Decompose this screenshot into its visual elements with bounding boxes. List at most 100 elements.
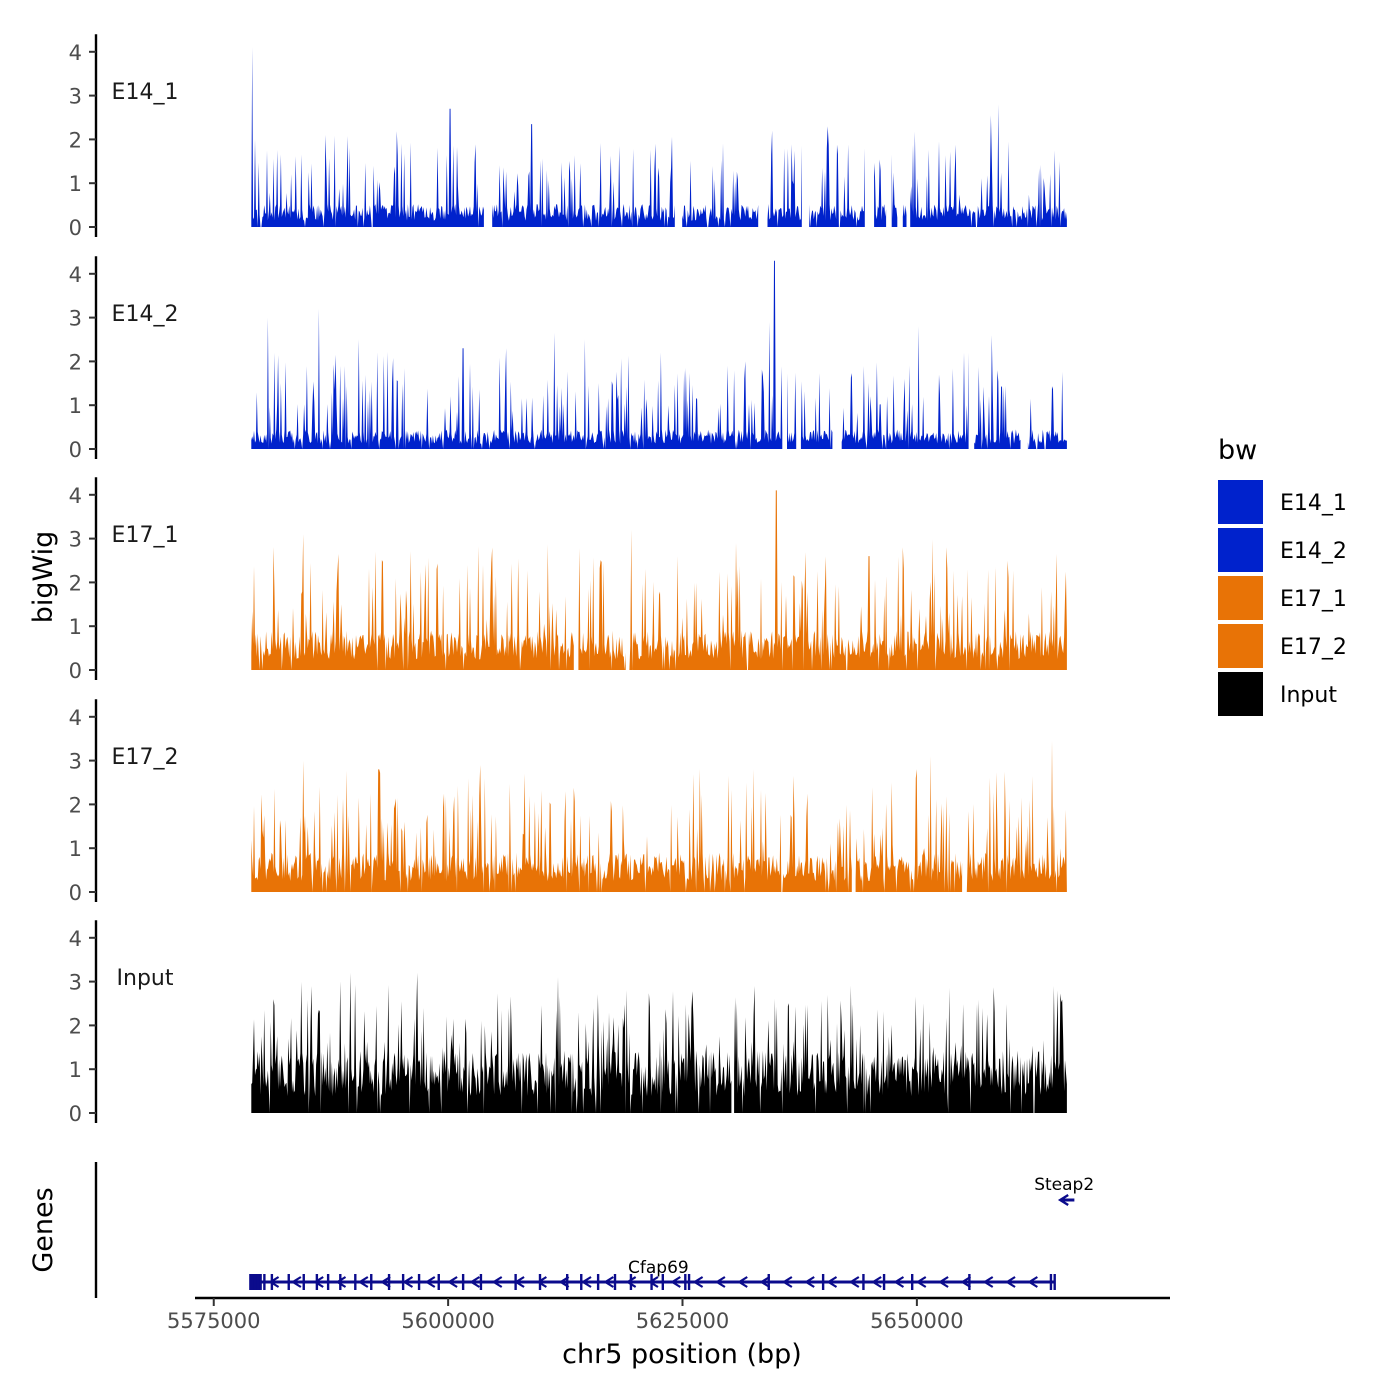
y-tick-label-Input-1: 1 <box>69 1058 82 1082</box>
legend-label-E17_2: E17_2 <box>1280 635 1347 660</box>
legend-key-E14_1 <box>1218 480 1263 524</box>
track-label-Input: Input <box>117 966 174 991</box>
gene-strand-arrow-Cfap69-35 <box>1027 1276 1038 1288</box>
y-tick-label-E17_1-1: 1 <box>69 615 82 639</box>
gene-strand-arrow-Cfap69-23 <box>759 1276 771 1288</box>
signal-area-E14_1-3 <box>767 130 802 227</box>
gene-strand-arrow-Cfap69-29 <box>893 1276 905 1288</box>
gene-strand-arrow-Cfap69-9 <box>447 1276 458 1288</box>
track-label-E14_1: E14_1 <box>112 80 179 105</box>
signal-area-E14_1-5 <box>874 159 887 227</box>
gene-strand-arrow-Cfap69-5 <box>357 1276 369 1288</box>
signal-area-E17_2-1 <box>855 756 963 892</box>
signal-area-E14_2-4 <box>974 335 1021 449</box>
genes-track-title: Genes <box>28 1187 59 1272</box>
y-tick-label-E17_1-2: 2 <box>69 571 82 595</box>
signal-area-E14_1-0 <box>251 47 484 228</box>
legend-key-Input <box>1218 672 1263 716</box>
gene-strand-arrow-Cfap69-32 <box>960 1276 971 1288</box>
track-label-E17_1: E17_1 <box>112 523 179 548</box>
gene-strand-arrow-Cfap69-28 <box>871 1276 882 1288</box>
y-tick-label-E17_2-1: 1 <box>69 837 82 861</box>
signal-area-E14_1-4 <box>809 126 865 227</box>
signal-area-E17_1-0 <box>251 534 574 670</box>
y-tick-label-Input-4: 4 <box>69 927 82 951</box>
gene-strand-arrow-Cfap69-18 <box>647 1276 659 1288</box>
gene-strand-arrow-Cfap69-7 <box>402 1276 414 1288</box>
y-tick-label-E17_1-3: 3 <box>69 528 82 552</box>
y-tick-label-E17_1-4: 4 <box>69 484 82 508</box>
gene-strand-arrow-Cfap69-25 <box>804 1276 815 1288</box>
legend-title: bw <box>1218 435 1257 466</box>
gene-strand-arrow-Cfap69-14 <box>558 1276 570 1288</box>
signal-area-E14_1-8 <box>910 104 1067 227</box>
y-tick-label-E14_1-1: 1 <box>69 172 82 196</box>
gene-strand-arrow-Cfap69-8 <box>424 1276 436 1288</box>
y-tick-label-E14_2-0: 0 <box>69 438 82 462</box>
gene-Steap2: Steap2 <box>1034 1175 1094 1207</box>
y-tick-label-Input-0: 0 <box>69 1102 82 1126</box>
x-tick-label-5625000: 5625000 <box>636 1309 730 1333</box>
signal-area-E14_2-1 <box>787 372 797 449</box>
track-Input: 0 1 2 3 4 Input <box>69 920 1067 1126</box>
legend-key-E17_1 <box>1218 576 1263 620</box>
y-tick-label-E14_1-3: 3 <box>69 85 82 109</box>
signal-area-Input-0 <box>251 972 732 1113</box>
gene-strand-arrow-Cfap69-20 <box>692 1276 704 1288</box>
track-label-E17_2: E17_2 <box>112 745 179 770</box>
y-tick-label-E14_2-1: 1 <box>69 394 82 418</box>
signal-area-E14_1-1 <box>492 124 675 227</box>
gene-strand-arrow-Cfap69-21 <box>714 1276 726 1288</box>
legend-label-Input: Input <box>1280 683 1337 708</box>
y-tick-label-E14_2-3: 3 <box>69 307 82 331</box>
y-tick-label-Input-3: 3 <box>69 971 82 995</box>
gene-strand-arrow-Cfap69-16 <box>603 1276 614 1288</box>
signal-tracks: 0 1 2 3 4 E14_1 0 1 2 3 4 E14_2 0 1 2 3 4 E17_1 0 1 2 3 4 E17_2… <box>69 34 1067 1126</box>
genes-track: Genes Cfap69 Steap2 <box>28 1162 1170 1300</box>
signal-area-E17_1-1 <box>578 548 626 670</box>
gene-label-Steap2: Steap2 <box>1034 1175 1094 1195</box>
gene-strand-arrow-Cfap69-10 <box>469 1276 481 1288</box>
gene-strand-arrow-Cfap69-33 <box>982 1276 994 1288</box>
legend-label-E14_2: E14_2 <box>1280 539 1347 564</box>
gene-strand-arrow-Cfap69-34 <box>1004 1276 1016 1288</box>
signal-area-E14_2-5 <box>1027 371 1067 449</box>
legend-label-E17_1: E17_1 <box>1280 587 1347 612</box>
signal-area-E17_1-2 <box>629 490 1067 670</box>
gene-strand-arrow-Cfap69-24 <box>781 1276 793 1288</box>
signal-area-E14_1-7 <box>902 204 907 227</box>
gene-strand-arrow-Cfap69-19 <box>670 1276 681 1288</box>
track-label-E14_2: E14_2 <box>112 302 179 327</box>
signal-area-E14_1-2 <box>682 143 759 227</box>
legend-key-E14_2 <box>1218 528 1263 572</box>
y-tick-label-E14_2-4: 4 <box>69 263 82 287</box>
x-tick-label-5650000: 5650000 <box>870 1309 964 1333</box>
y-tick-label-E17_2-4: 4 <box>69 706 82 730</box>
x-tick-label-5575000: 5575000 <box>167 1309 261 1333</box>
gene-strand-arrow-Cfap69-2 <box>290 1276 302 1288</box>
legend-label-E14_1: E14_1 <box>1280 491 1347 516</box>
gene-strand-arrow-Cfap69-31 <box>938 1276 949 1288</box>
y-tick-label-E17_2-2: 2 <box>69 793 82 817</box>
x-axis: 5575000 5600000 5625000 5650000 <box>167 1298 964 1333</box>
gene-models: Cfap69 Steap2 <box>249 1175 1094 1290</box>
gene-strand-arrow-Cfap69-30 <box>915 1276 927 1288</box>
track-E17_1: 0 1 2 3 4 E17_1 <box>69 477 1067 683</box>
gene-strand-arrow-Steap2 <box>1057 1193 1069 1207</box>
gene-strand-arrow-Cfap69-6 <box>380 1276 391 1288</box>
y-tick-label-E14_2-2: 2 <box>69 350 82 374</box>
y-tick-label-E14_1-4: 4 <box>69 41 82 65</box>
y-axis-title: bigWig <box>28 531 59 624</box>
y-tick-label-E14_1-0: 0 <box>69 216 82 240</box>
gene-strand-arrow-Cfap69-27 <box>848 1276 860 1288</box>
y-tick-label-E17_1-0: 0 <box>69 659 82 683</box>
track-E14_1: 0 1 2 3 4 E14_1 <box>69 34 1067 240</box>
gene-Cfap69: Cfap69 <box>249 1258 1056 1290</box>
signal-area-E17_2-0 <box>251 760 852 892</box>
gene-strand-arrow-Cfap69-22 <box>737 1276 748 1288</box>
track-E17_2: 0 1 2 3 4 E17_2 <box>69 699 1067 905</box>
y-tick-label-Input-2: 2 <box>69 1014 82 1038</box>
signal-area-E14_2-3 <box>841 326 969 449</box>
track-E14_2: 0 1 2 3 4 E14_2 <box>69 256 1067 462</box>
